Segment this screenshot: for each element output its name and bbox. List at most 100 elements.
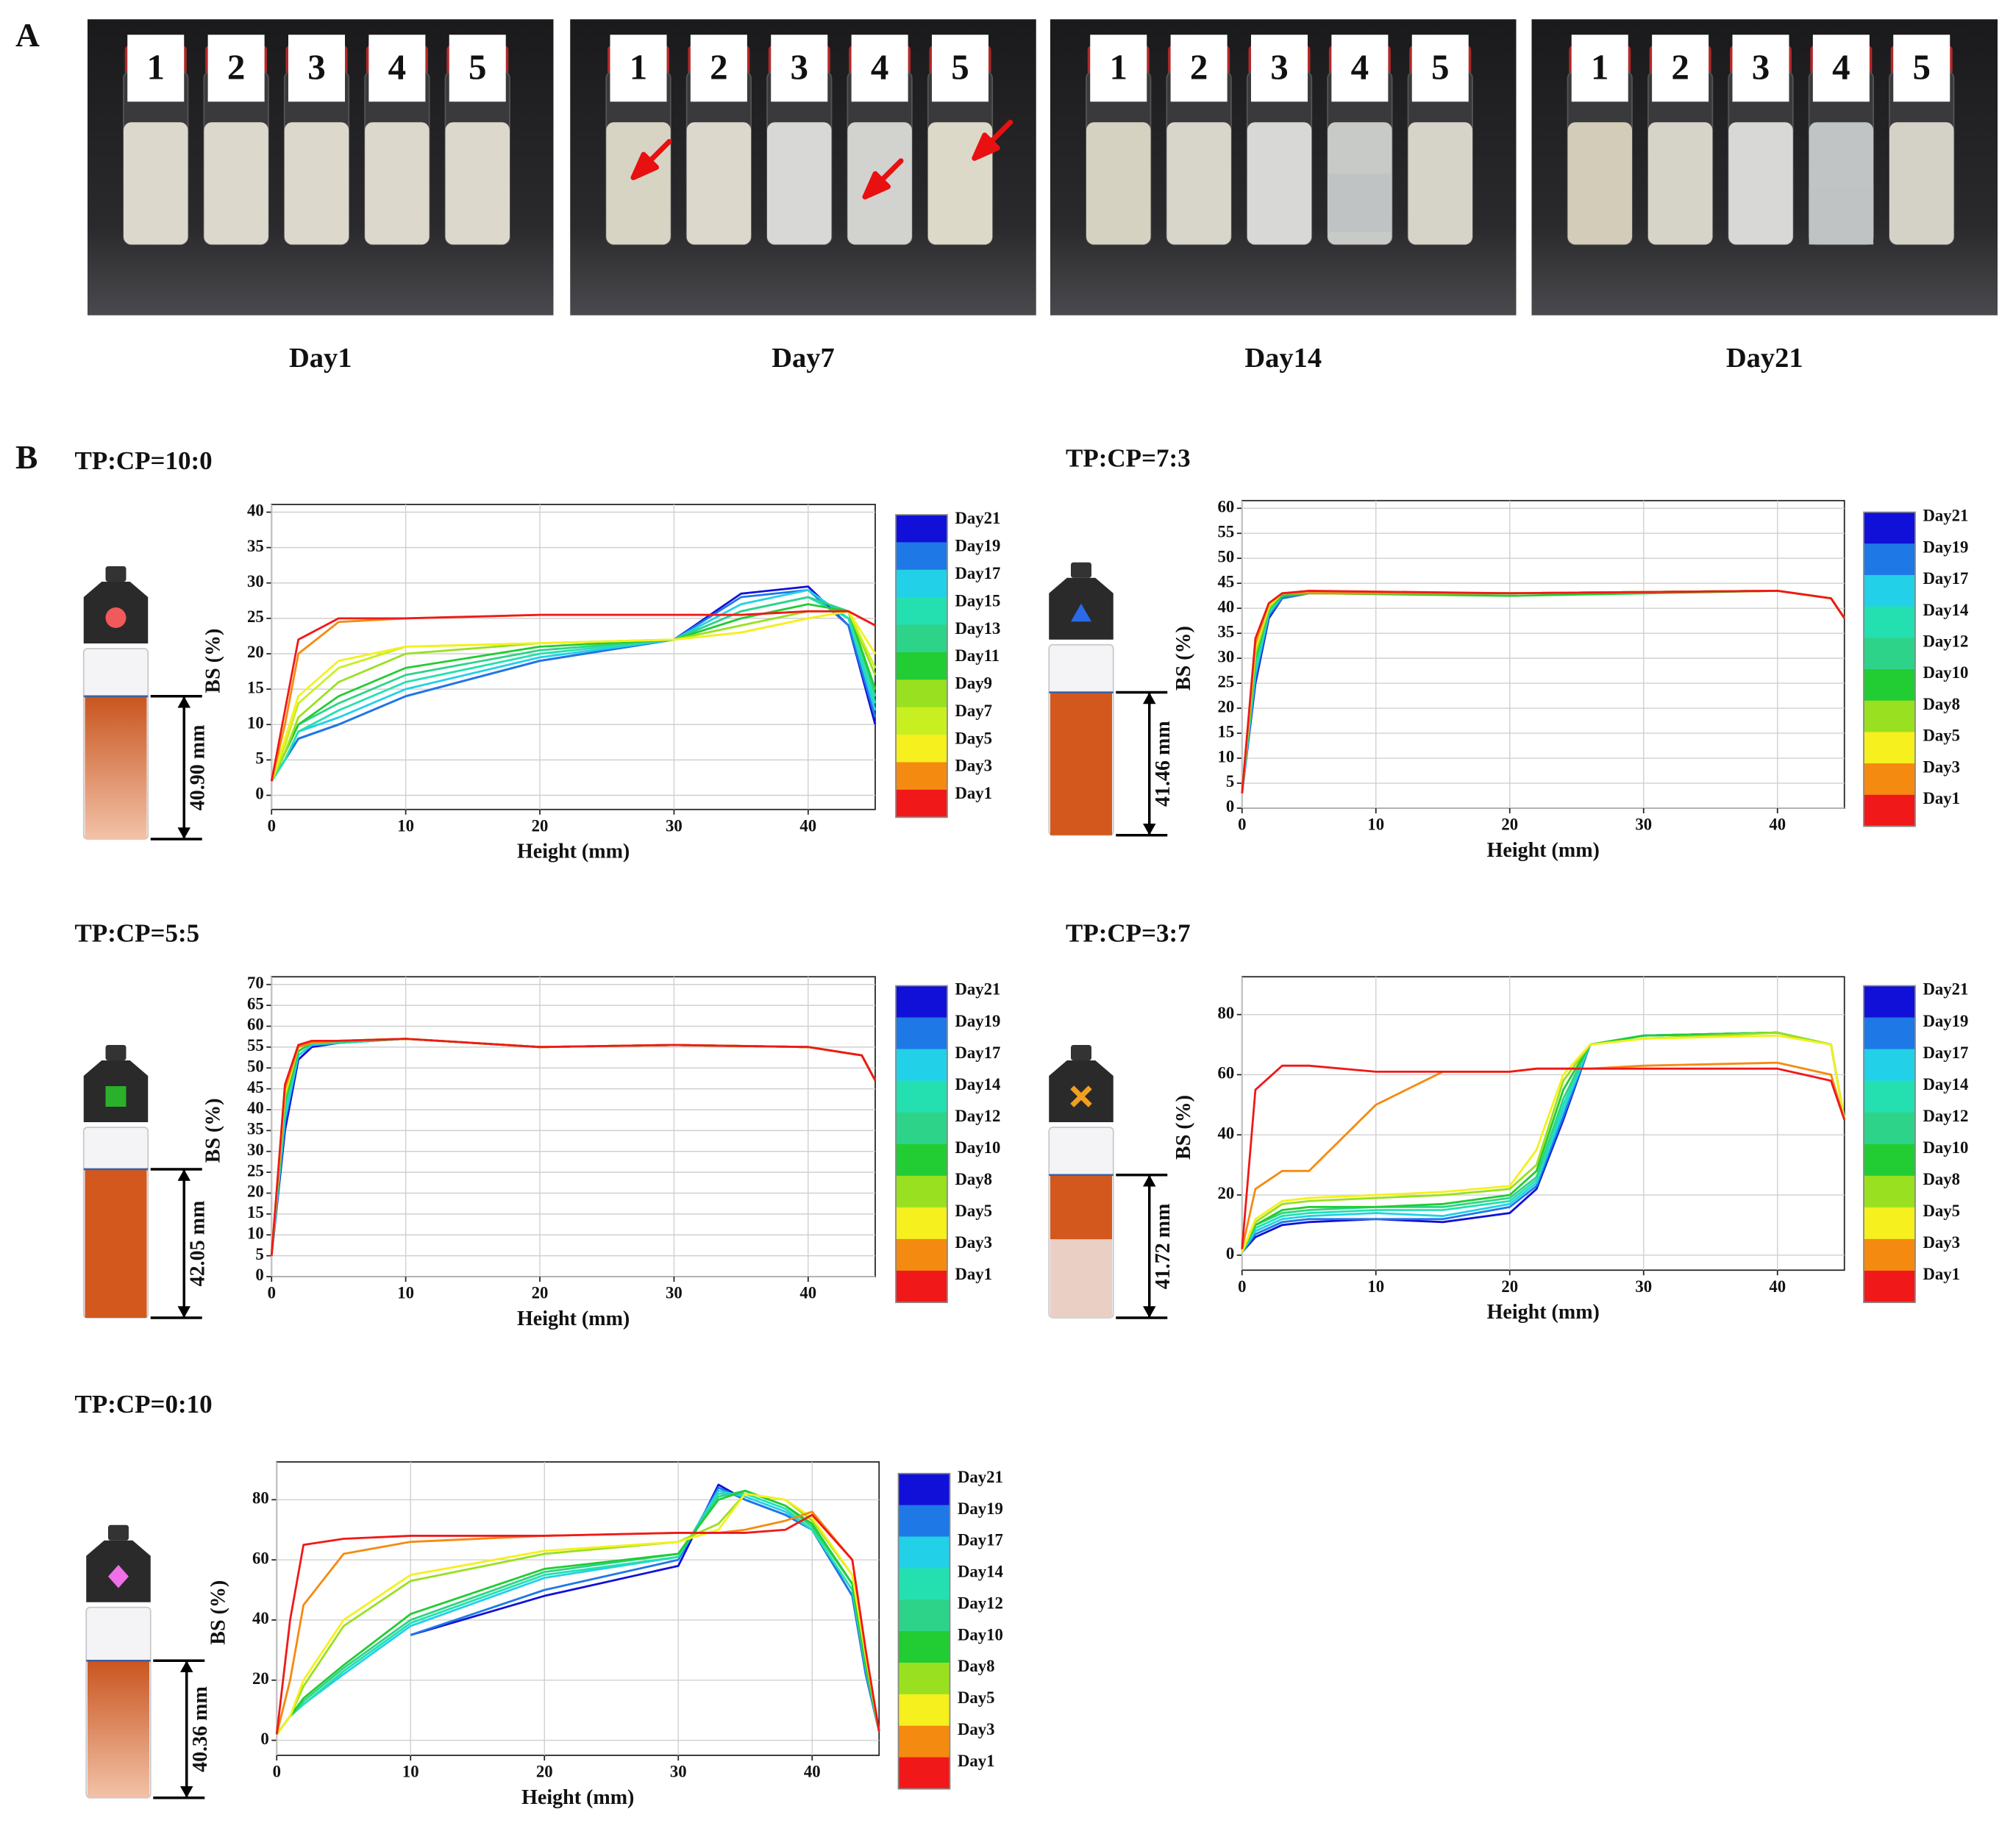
y-tick-label: 5	[255, 1245, 263, 1263]
legend-swatch	[1864, 1207, 1915, 1240]
measure-label: 41.46 mm	[1152, 721, 1175, 807]
legend-label: Day17	[1923, 1043, 1969, 1062]
legend-swatch	[896, 515, 947, 543]
label-box	[690, 35, 747, 102]
icon-liquid	[88, 1660, 149, 1798]
legend-frame	[895, 514, 948, 818]
legend-swatch	[1864, 1049, 1915, 1082]
legend-swatch	[898, 1536, 950, 1569]
y-axis-label: BS (%)	[207, 1580, 230, 1645]
y-tick-label: 80	[1218, 1004, 1235, 1022]
legend-label: Day8	[1923, 695, 1961, 713]
legend-swatch	[1864, 638, 1915, 670]
legend-label: Day21	[958, 1468, 1003, 1486]
measure-label: 42.05 mm	[187, 1201, 210, 1287]
legend-label: Day1	[955, 784, 993, 802]
vial-number: 1	[1110, 47, 1128, 88]
vial-liquid	[767, 122, 832, 245]
day-label: Day21	[1726, 343, 1803, 374]
x-axis-label: Height (mm)	[517, 1307, 630, 1330]
y-tick-label: 35	[247, 1120, 264, 1138]
label-box	[1652, 35, 1709, 102]
x-axis-label: Height (mm)	[1487, 1301, 1600, 1324]
legend-swatch	[1864, 669, 1915, 702]
vial-liquid	[365, 122, 430, 245]
vial-clear-layer	[1809, 186, 1874, 245]
data-line	[276, 1492, 880, 1735]
y-tick-label: 35	[247, 537, 264, 555]
vial-liquid	[1166, 122, 1231, 245]
icon-cap	[108, 1524, 129, 1541]
vial-number: 5	[951, 47, 969, 88]
vial-number: 2	[227, 47, 246, 88]
y-tick-label: 60	[1218, 1064, 1235, 1082]
legend-swatch	[1864, 732, 1915, 764]
x-tick-label: 0	[268, 816, 276, 835]
label-box	[771, 35, 828, 102]
legend-label: Day8	[955, 1170, 993, 1188]
x-tick-label: 40	[804, 1763, 821, 1781]
vial-liquid	[1408, 122, 1472, 245]
data-line	[1241, 1034, 1846, 1253]
vial-liquid	[284, 122, 349, 245]
label-box	[1812, 35, 1870, 102]
legend-label: Day3	[955, 1233, 993, 1252]
legend-label: Day5	[1923, 727, 1961, 745]
vial-liquid	[1647, 122, 1713, 245]
y-tick-label: 15	[247, 1203, 264, 1221]
vial-liquid	[686, 122, 752, 245]
x-tick-label: 30	[1635, 816, 1652, 834]
legend-label: Day11	[955, 646, 1000, 665]
x-tick-label: 40	[1769, 1277, 1786, 1296]
legend-swatch	[896, 1049, 947, 1082]
panel-label: A	[15, 16, 40, 54]
x-tick-label: 30	[1635, 1277, 1652, 1296]
legend-frame	[897, 1472, 951, 1790]
legend-frame	[1863, 511, 1916, 827]
plot-area	[276, 1461, 880, 1756]
y-tick-label: 40	[247, 502, 264, 520]
y-tick-label: 10	[247, 713, 264, 732]
icon-marker	[108, 1565, 129, 1588]
legend-swatch	[1864, 574, 1915, 607]
legend-frame	[1863, 985, 1916, 1303]
x-tick-label: 0	[268, 1284, 276, 1302]
y-tick-label: 10	[247, 1224, 264, 1242]
legend-swatch	[896, 1175, 947, 1208]
legend-label: Day3	[958, 1720, 995, 1738]
y-tick-label: 40	[1218, 1124, 1235, 1142]
legend-label: Day7	[955, 702, 993, 720]
legend-label: Day9	[955, 674, 993, 693]
y-tick-label: 15	[247, 678, 264, 696]
legend-label: Day21	[955, 980, 1001, 999]
data-line	[270, 610, 876, 782]
vial-liquid	[1086, 122, 1151, 245]
y-tick-label: 25	[1218, 672, 1235, 691]
vial-number: 3	[1270, 47, 1289, 88]
label-box	[449, 35, 506, 102]
legend-swatch	[1864, 985, 1915, 1018]
x-tick-label: 0	[1238, 816, 1246, 834]
legend-swatch	[896, 597, 947, 626]
legend-label: Day1	[1923, 789, 1961, 807]
legend-swatch	[898, 1599, 950, 1632]
legend-swatch	[1864, 700, 1915, 733]
vial-number: 1	[147, 47, 165, 88]
legend-swatch	[1864, 1144, 1915, 1177]
legend-swatch	[1864, 794, 1915, 827]
legend-swatch	[896, 735, 947, 763]
plot-area	[271, 976, 876, 1277]
legend-label: Day5	[1923, 1202, 1961, 1220]
x-tick-label: 20	[532, 1284, 549, 1302]
legend-label: Day5	[955, 1202, 993, 1220]
label-box	[288, 35, 345, 102]
legend-label: Day12	[955, 1107, 1001, 1125]
legend-label: Day3	[1923, 1233, 1961, 1252]
y-tick-label: 80	[252, 1489, 269, 1508]
legend-label: Day8	[958, 1657, 995, 1675]
y-tick-label: 20	[1218, 1184, 1235, 1202]
data-line	[270, 603, 877, 782]
data-line	[271, 596, 877, 782]
data-line	[270, 610, 877, 782]
